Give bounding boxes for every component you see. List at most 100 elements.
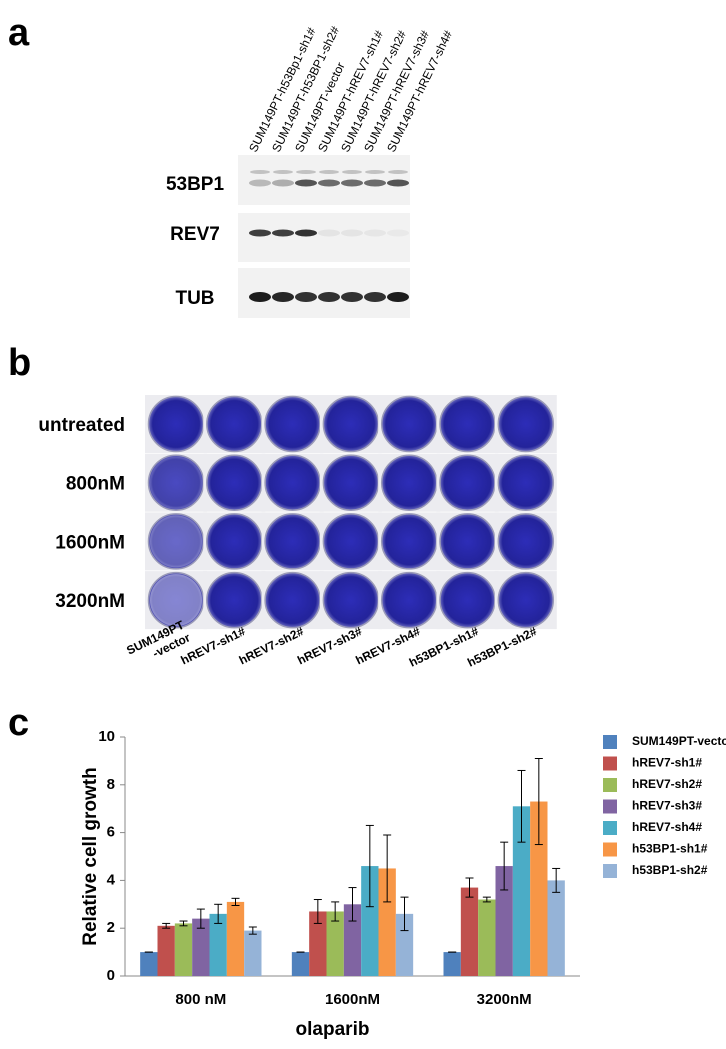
plate <box>380 395 438 453</box>
band <box>295 229 317 237</box>
column-label-line: hREV7-sh3# <box>295 624 364 667</box>
panel-letter: b <box>8 342 31 384</box>
legend-label: hREV7-sh3# <box>632 799 702 813</box>
plate <box>206 571 263 629</box>
error-bar <box>482 896 491 903</box>
band <box>342 170 362 174</box>
error-bar <box>517 769 526 843</box>
plate <box>380 513 438 570</box>
blot-membrane <box>238 213 410 262</box>
bar <box>495 866 513 976</box>
bar <box>478 899 496 976</box>
bar <box>343 904 362 976</box>
error-bar <box>313 899 322 924</box>
band <box>341 292 363 302</box>
plate <box>322 571 380 629</box>
bar <box>309 911 327 976</box>
band <box>273 170 293 174</box>
error-bar <box>348 887 357 922</box>
plate <box>147 395 205 453</box>
error-bar <box>383 834 392 903</box>
plate <box>206 454 263 511</box>
error-bar <box>248 926 257 935</box>
band <box>364 179 386 187</box>
legend-swatch <box>603 842 617 857</box>
band <box>387 229 409 237</box>
legend-label: hREV7-sh4# <box>632 820 702 834</box>
legend-swatch <box>603 756 617 771</box>
column-label-line: hREV7-sh2# <box>237 624 306 667</box>
error-bar <box>214 903 223 924</box>
error-bar <box>400 896 409 932</box>
error-bar <box>500 841 509 891</box>
band <box>319 170 339 174</box>
row-label: 800nM <box>66 474 125 495</box>
band <box>249 179 271 187</box>
plate <box>322 513 380 570</box>
band <box>249 229 271 237</box>
band <box>272 229 294 237</box>
error-bar <box>162 922 171 929</box>
band <box>249 292 271 302</box>
plate <box>264 454 321 511</box>
band <box>365 170 385 174</box>
bar <box>378 868 396 976</box>
column-label-line: hREV7-sh1# <box>179 624 248 667</box>
plate <box>439 395 496 453</box>
bar <box>512 806 531 976</box>
plate <box>439 513 496 570</box>
error-bar <box>465 877 474 898</box>
x-tick-label: 800 nM <box>175 991 226 1008</box>
y-tick-label: 10 <box>98 728 115 745</box>
plate <box>206 395 263 453</box>
column-label: hREV7-sh3# <box>295 624 364 667</box>
legend-label: hREV7-sh1# <box>632 756 702 770</box>
bar <box>530 801 548 976</box>
bar <box>209 913 227 976</box>
bar <box>244 930 262 976</box>
row-label: untreated <box>38 415 125 436</box>
plate <box>497 454 555 511</box>
x-tick-label: 3200nM <box>477 991 532 1008</box>
row-label: 1600nM <box>55 532 125 553</box>
plate <box>264 395 321 453</box>
y-tick-label: 0 <box>107 967 115 984</box>
plate <box>439 454 496 511</box>
band <box>387 179 409 187</box>
bar <box>443 952 461 976</box>
y-tick-label: 4 <box>107 871 116 888</box>
plate <box>380 454 438 511</box>
bar <box>192 918 210 976</box>
x-axis-title: olaparib <box>296 1019 370 1040</box>
column-label: hREV7-sh1# <box>179 624 248 667</box>
legend-swatch <box>603 864 617 878</box>
plate <box>497 571 555 629</box>
band <box>272 179 294 187</box>
band <box>296 170 316 174</box>
plate-sparse <box>150 574 202 627</box>
plate-sparse <box>150 456 202 509</box>
y-tick-label: 2 <box>107 919 115 936</box>
band <box>388 170 408 174</box>
y-tick-label: 8 <box>107 776 115 793</box>
error-bar <box>534 758 543 846</box>
band <box>295 292 317 302</box>
band <box>318 179 340 187</box>
plate <box>264 513 321 570</box>
error-bar <box>365 824 374 908</box>
legend-swatch <box>603 821 617 835</box>
band <box>341 229 363 237</box>
plate <box>380 571 438 629</box>
legend-label: SUM149PT-vector <box>632 734 726 748</box>
legend-swatch <box>603 799 617 814</box>
error-bar <box>552 867 561 893</box>
error-bar <box>196 908 205 929</box>
bar <box>361 866 379 976</box>
blot-label: REV7 <box>170 224 220 245</box>
band <box>295 179 317 187</box>
legend-label: h53BP1-sh2# <box>632 863 708 877</box>
bar-chart: 0 2 4 6 8 10 800 nM 1600nM 3200nM olaparib Relativ… <box>80 728 726 1040</box>
bar <box>326 911 344 976</box>
band <box>341 179 363 187</box>
